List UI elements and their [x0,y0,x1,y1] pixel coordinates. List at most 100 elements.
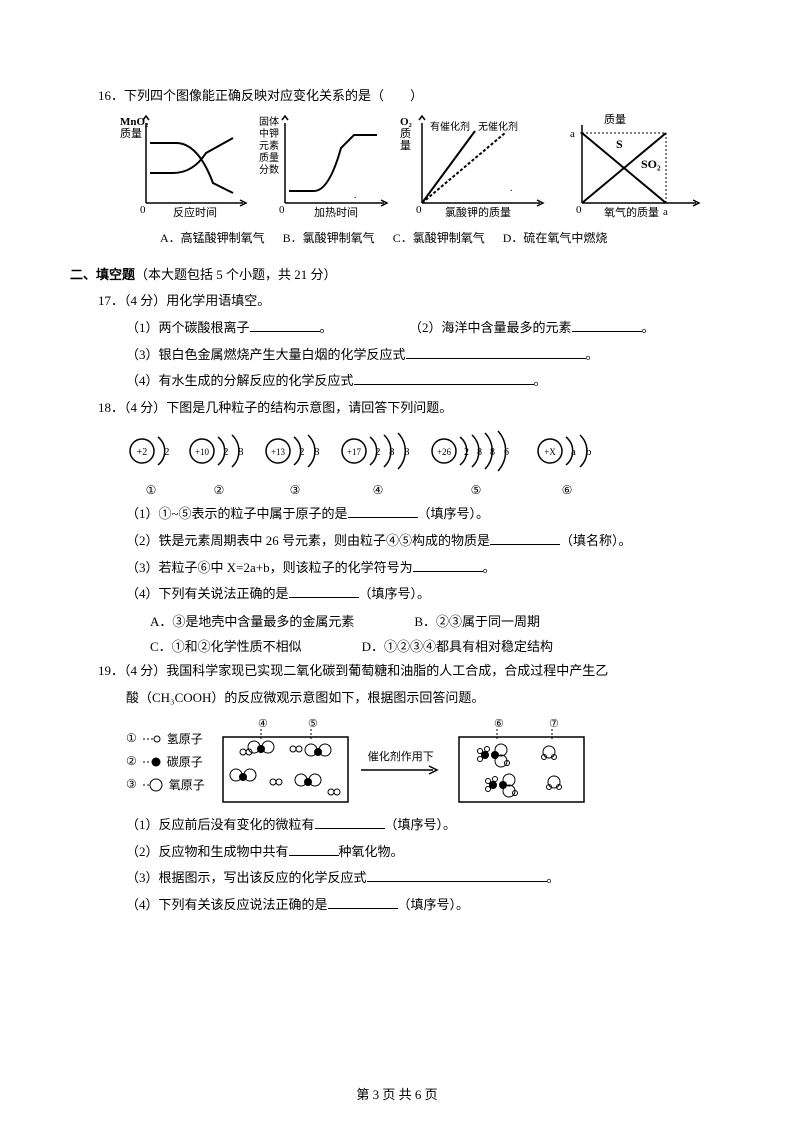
svg-text:中钾: 中钾 [259,127,279,140]
blank[interactable] [289,842,339,856]
svg-text:0: 0 [140,204,146,216]
blank[interactable] [354,371,534,385]
q19-p3: （3）根据图示，写出该反应的化学反应式。 [70,868,724,889]
svg-text:加热时间: 加热时间 [314,206,358,219]
atom-3: +13 28 [262,429,328,473]
svg-text:0: 0 [279,204,285,216]
blank[interactable] [348,504,418,518]
q19-p1: （1）反应前后没有变化的微粒有（填序号）。 [70,815,724,836]
q19-p2: （2）反应物和生成物中共有种氧化物。 [70,842,724,863]
svg-text:8: 8 [314,446,320,458]
reaction-arrow: 催化剂作用下 [361,748,441,776]
svg-text:+X: +X [544,447,556,457]
svg-text:6: 6 [504,447,509,458]
product-box: ⑥ ⑦ [449,717,589,807]
svg-text:无催化剂: 无催化剂 [478,120,518,133]
svg-text:8: 8 [238,446,244,458]
opt-b: B．②③属于同一周期 [414,611,540,630]
svg-text:分数: 分数 [259,163,279,176]
opt-d: D．①②③④都具有相对稳定结构 [362,636,553,655]
blank[interactable] [328,895,398,909]
svg-text:+17: +17 [347,447,362,457]
svg-text:+2: +2 [137,447,148,458]
q18-stem: 18．（4 分）下图是几种粒子的结构示意图，请回答下列问题。 [70,398,724,419]
svg-text:⑤: ⑤ [308,718,318,730]
q18-opts-2: C．①和②化学性质不相似 D．①②③④都具有相对稳定结构 [70,636,724,655]
svg-text:质: 质 [400,127,411,140]
blank[interactable] [289,584,359,598]
svg-text:质量: 质量 [604,113,626,126]
svg-text:质量: 质量 [259,152,279,164]
q16-number: 16． [98,88,124,103]
svg-text:b: b [586,446,592,458]
q18-p4: （4）下列有关说法正确的是（填序号）。 [70,584,724,605]
svg-text:2: 2 [299,446,305,458]
atom-6: +X ab [534,429,600,473]
svg-text:固体: 固体 [259,116,279,128]
svg-text:a: a [570,128,575,140]
chart-d: 质量 a S SO₂ 0 a 氧气的质量 [556,113,706,223]
opt-b: B．氯酸钾制氧气 [283,229,375,248]
chart-c: O₂ 质 量 有催化剂 无催化剂 . 0 氯酸钾的质量 [400,113,550,223]
q18-p2: （2）铁是元素周期表中 26 号元素，则由粒子④⑤构成的物质是（填名称）。 [70,531,724,552]
svg-text:.: . [510,183,513,194]
svg-text:2: 2 [464,447,469,458]
svg-text:④: ④ [258,718,268,730]
q16-charts: MnO₂ 质量 0 反应时间 固体 中钾 元素 质量 分数 . 0 加热时间 O… [118,113,724,223]
svg-text:元素: 元素 [259,139,279,152]
q17-p4: （4）有水生成的分解反应的化学反应式。 [70,371,724,392]
svg-text:⑥: ⑥ [494,718,504,730]
q18-opts-1: A．③是地壳中含量最多的金属元素 B．②③属于同一周期 [70,611,724,630]
svg-text:a: a [571,446,576,458]
svg-text:2: 2 [164,446,170,458]
atom-5: +262886 [428,429,524,473]
svg-text:2: 2 [223,446,229,458]
atom-diagrams: +22 +1028 +1328 +17288 +262886 +Xab [70,429,724,473]
q16-stem: 16．下列四个图像能正确反映对应变化关系的是（ ） [70,86,724,107]
q18-p3: （3）若粒子⑥中 X=2a+b，则该粒子的化学符号为。 [70,558,724,579]
opt-a: A．高锰酸钾制氧气 [160,229,265,248]
svg-text:SO₂: SO₂ [641,157,661,171]
svg-text:2: 2 [375,446,381,458]
svg-text:+13: +13 [271,447,286,457]
svg-text:S: S [616,137,623,151]
svg-text:8: 8 [404,446,410,458]
opt-a: A．③是地壳中含量最多的金属元素 [150,611,354,630]
chart-a: MnO₂ 质量 0 反应时间 [118,113,253,223]
svg-text:0: 0 [576,204,582,216]
opt-c: C．①和②化学性质不相似 [150,636,302,655]
q16-options: A．高锰酸钾制氧气 B．氯酸钾制氧气 C．氯酸钾制氧气 D．硫在氧气中燃烧 [70,229,724,248]
svg-text:+26: +26 [437,447,452,457]
blank[interactable] [413,558,483,572]
svg-text:氯酸钾的质量: 氯酸钾的质量 [445,205,511,219]
page-footer: 第 3 页 共 6 页 [0,1084,794,1103]
atom-2: +10 28 [186,429,252,473]
chart-b: 固体 中钾 元素 质量 分数 . 0 加热时间 [259,113,394,223]
q19-stem1: 19．（4 分）我国科学家现已实现二氧化碳到葡萄糖和油脂的人工合成，合成过程中产… [70,661,724,682]
blank[interactable] [367,868,547,882]
svg-text:a: a [663,206,668,218]
svg-text:⑦: ⑦ [549,718,559,730]
atom-4: +17288 [338,429,418,473]
blank[interactable] [315,815,385,829]
reaction-diagram: ①氢原子 ②碳原子 ③氧原子 ④ ⑤ 催化剂作用下 ⑥ ⑦ [70,717,724,807]
blank[interactable] [572,318,642,332]
svg-text:8: 8 [477,447,482,458]
blank[interactable] [250,318,320,332]
svg-text:8: 8 [490,447,495,458]
section2-title: 二、填空题（本大题包括 5 个小题，共 21 分） [70,264,724,283]
svg-text:反应时间: 反应时间 [173,205,217,219]
q17-stem: 17．（4 分）用化学用语填空。 [70,291,724,312]
svg-text:质量: 质量 [120,127,142,140]
svg-text:0: 0 [416,204,422,216]
blank[interactable] [406,345,586,359]
q17-p3: （3）银白色金属燃烧产生大量白烟的化学反应式。 [70,345,724,366]
svg-text:有催化剂: 有催化剂 [430,120,470,133]
q19-p4: （4）下列有关该反应说法正确的是（填序号）。 [70,895,724,916]
q17-p1: （1）两个碳酸根离子。 （2）海洋中含量最多的元素。 [70,318,724,339]
blank[interactable] [490,531,560,545]
svg-text:.: . [354,190,357,201]
svg-text:O₂: O₂ [400,116,413,128]
svg-text:8: 8 [389,446,395,458]
svg-text:+10: +10 [195,447,210,457]
